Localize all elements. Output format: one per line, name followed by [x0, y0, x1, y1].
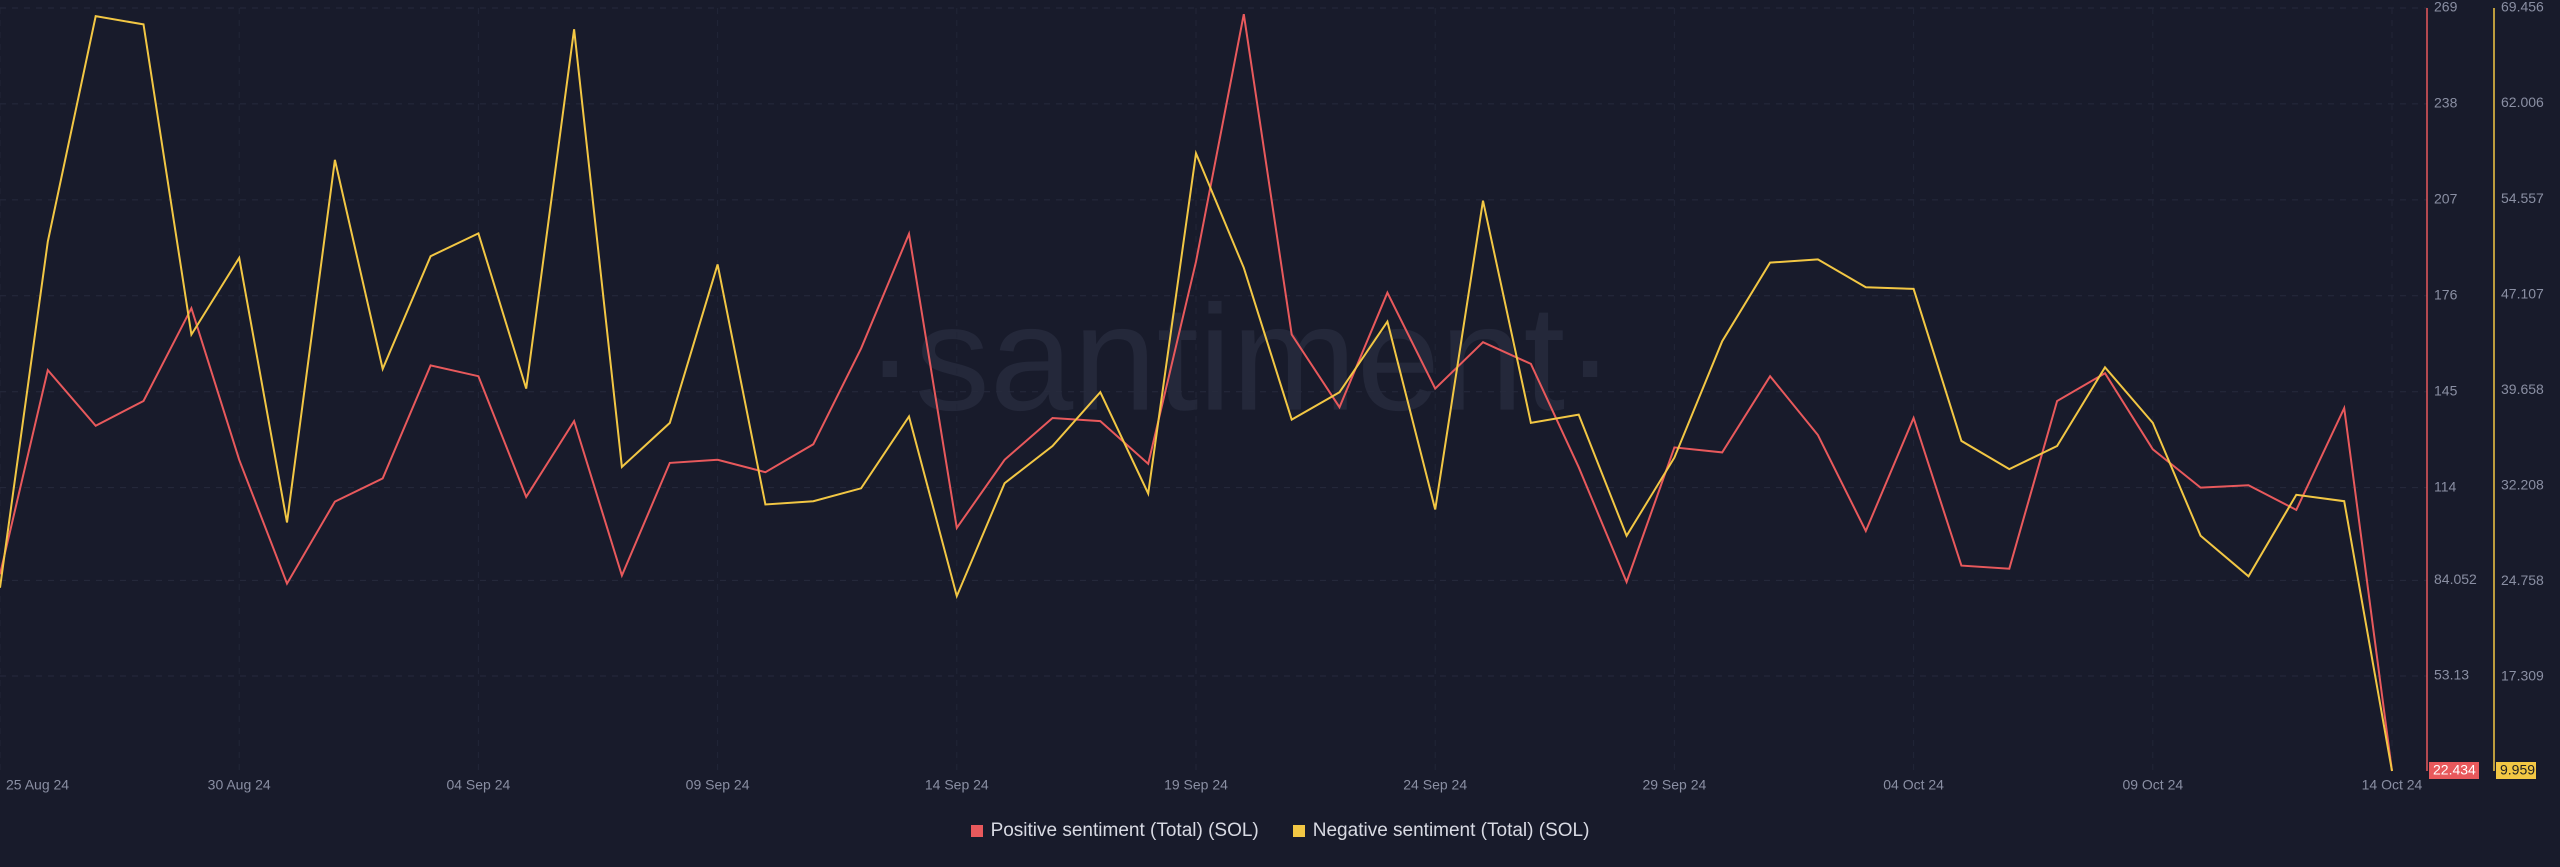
watermark: ·santiment· — [865, 274, 1615, 442]
x-tick-label: 25 Aug 24 — [6, 777, 69, 793]
legend-swatch — [970, 825, 983, 837]
x-tick-label: 09 Sep 24 — [686, 777, 750, 793]
y-tick-label: 207 — [2434, 191, 2458, 207]
y2-tick-label: 69.456 — [2501, 0, 2544, 15]
last-value-box — [2429, 762, 2479, 779]
x-tick-label: 04 Oct 24 — [1883, 777, 1944, 793]
legend-label: Negative sentiment (Total) (SOL) — [1312, 820, 1590, 841]
y2-tick-label: 54.557 — [2501, 190, 2544, 206]
y-tick-label: 53.13 — [2434, 667, 2469, 683]
x-tick-label: 04 Sep 24 — [446, 777, 510, 793]
y2-tick-label: 24.758 — [2501, 572, 2544, 588]
legend-item[interactable]: Positive sentiment (Total) (SOL) — [970, 820, 1259, 842]
x-tick-label: 30 Aug 24 — [208, 777, 271, 793]
y2-tick-label: 32.208 — [2501, 476, 2544, 492]
series-line — [0, 14, 2393, 772]
x-tick-label: 14 Oct 24 — [2362, 777, 2423, 793]
y-tick-label: 145 — [2434, 382, 2458, 398]
y2-tick-label: 62.006 — [2501, 94, 2544, 110]
legend-label: Positive sentiment (Total) (SOL) — [990, 820, 1259, 841]
y-tick-label: 238 — [2434, 95, 2458, 111]
legend-item[interactable]: Negative sentiment (Total) (SOL) — [1292, 820, 1590, 842]
y2-tick-label: 39.658 — [2501, 381, 2544, 397]
x-tick-label: 19 Sep 24 — [1164, 777, 1228, 793]
x-tick-label: 14 Sep 24 — [925, 777, 989, 793]
y-tick-label: 84.052 — [2434, 571, 2477, 587]
y-tick-label: 114 — [2434, 478, 2457, 494]
y-tick-label: 176 — [2434, 286, 2458, 302]
y2-tick-label: 17.309 — [2501, 667, 2544, 683]
last-value-label: 9.959 — [2500, 762, 2535, 778]
y-tick-label: 269 — [2434, 0, 2458, 15]
last-value-box — [2496, 762, 2536, 779]
chart: ·santiment· 53.13 84.052 114 145 176 207 238 26… — [0, 0, 2544, 793]
x-tick-label: 24 Sep 24 — [1403, 777, 1467, 793]
series-line — [0, 15, 2393, 772]
x-tick-label: 29 Sep 24 — [1642, 777, 1706, 793]
y2-tick-label: 47.107 — [2501, 285, 2544, 301]
legend: Positive sentiment (Total) (SOL) Negative… — [0, 820, 2560, 842]
last-value-label: 22.434 — [2433, 762, 2476, 778]
legend-swatch — [1292, 825, 1305, 837]
x-tick-label: 09 Oct 24 — [2122, 777, 2183, 793]
